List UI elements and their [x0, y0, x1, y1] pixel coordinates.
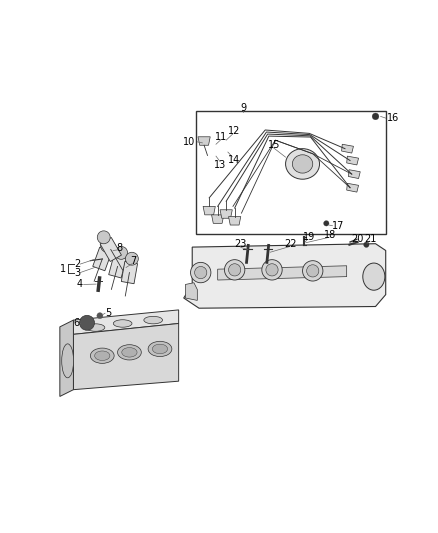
- Text: 5: 5: [105, 308, 111, 318]
- Text: 7: 7: [131, 256, 137, 266]
- Polygon shape: [229, 216, 241, 225]
- Text: 9: 9: [240, 103, 246, 113]
- Text: 18: 18: [324, 230, 336, 240]
- Polygon shape: [220, 210, 232, 218]
- Text: 10: 10: [184, 137, 196, 147]
- Circle shape: [191, 262, 211, 282]
- Text: 11: 11: [215, 132, 227, 142]
- Polygon shape: [342, 144, 353, 153]
- Polygon shape: [212, 215, 224, 223]
- Text: 17: 17: [332, 221, 345, 231]
- Text: 22: 22: [284, 239, 297, 249]
- Polygon shape: [218, 266, 346, 280]
- Ellipse shape: [117, 345, 141, 360]
- Polygon shape: [184, 244, 386, 308]
- Circle shape: [115, 246, 127, 260]
- Text: 19: 19: [303, 232, 315, 242]
- Polygon shape: [74, 310, 179, 334]
- Text: 21: 21: [364, 233, 377, 244]
- Ellipse shape: [363, 263, 385, 290]
- Text: 13: 13: [214, 159, 226, 169]
- Text: 23: 23: [235, 239, 247, 249]
- Ellipse shape: [148, 341, 172, 357]
- Text: 12: 12: [228, 126, 240, 136]
- Circle shape: [194, 266, 207, 279]
- Ellipse shape: [293, 155, 313, 173]
- Ellipse shape: [286, 149, 320, 179]
- Circle shape: [266, 264, 278, 276]
- Circle shape: [224, 260, 245, 280]
- Text: 15: 15: [268, 140, 280, 150]
- Ellipse shape: [86, 324, 105, 332]
- Text: 6: 6: [73, 319, 79, 328]
- Circle shape: [97, 313, 103, 319]
- Polygon shape: [203, 206, 215, 215]
- Polygon shape: [346, 183, 359, 192]
- Text: 2: 2: [74, 259, 80, 269]
- Polygon shape: [198, 137, 210, 146]
- Polygon shape: [93, 247, 112, 271]
- Circle shape: [229, 264, 241, 276]
- Circle shape: [303, 261, 323, 281]
- Text: 16: 16: [387, 113, 399, 123]
- Ellipse shape: [62, 344, 74, 378]
- Circle shape: [80, 316, 95, 330]
- Circle shape: [364, 242, 369, 247]
- Polygon shape: [348, 169, 360, 179]
- Text: 8: 8: [117, 243, 123, 253]
- Circle shape: [324, 221, 329, 226]
- Text: 14: 14: [227, 155, 240, 165]
- Ellipse shape: [144, 317, 162, 324]
- Ellipse shape: [90, 348, 114, 364]
- Polygon shape: [109, 255, 127, 278]
- Polygon shape: [100, 237, 121, 262]
- Circle shape: [262, 260, 282, 280]
- Circle shape: [101, 239, 113, 252]
- Polygon shape: [60, 320, 74, 397]
- Ellipse shape: [95, 351, 110, 360]
- Polygon shape: [346, 156, 359, 165]
- Ellipse shape: [122, 348, 137, 357]
- Circle shape: [97, 231, 110, 244]
- Ellipse shape: [152, 344, 168, 354]
- Circle shape: [125, 252, 138, 265]
- Polygon shape: [121, 261, 138, 284]
- Polygon shape: [74, 324, 179, 390]
- Polygon shape: [185, 282, 197, 301]
- Circle shape: [372, 113, 379, 120]
- Circle shape: [307, 265, 319, 277]
- Ellipse shape: [113, 320, 132, 327]
- Text: 4: 4: [77, 279, 83, 289]
- Text: 1: 1: [60, 264, 66, 274]
- Text: 3: 3: [74, 268, 80, 278]
- Text: 20: 20: [352, 233, 364, 244]
